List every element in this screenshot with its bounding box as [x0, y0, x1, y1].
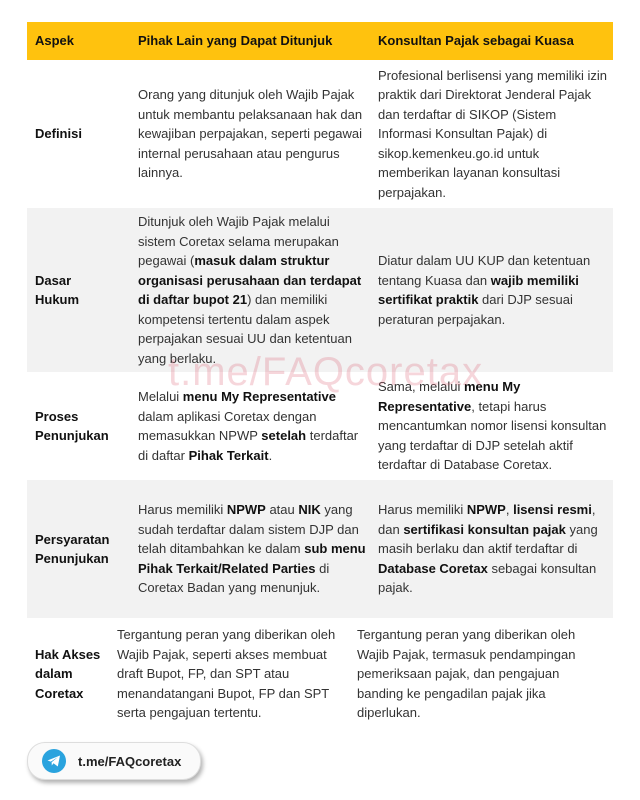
header-aspek: Aspek [35, 33, 75, 49]
cell-pihak-lain: Tergantung peran yang diberikan oleh Waj… [117, 625, 357, 723]
cell-aspek: Proses Penunjukan [35, 408, 109, 444]
bold-text: Pihak Terkait [188, 447, 269, 463]
bold-text: wajib memiliki sertifikat praktik [378, 272, 579, 308]
cell-aspek: Hak Akses dalam Coretax [35, 646, 101, 701]
text: Orang yang ditunjuk oleh Wajib Pajak unt… [138, 87, 363, 181]
table-row: Hak Akses dalam Coretax Tergantung peran … [27, 618, 613, 730]
cell-konsultan: Diatur dalam UU KUP dan ketentuan tentan… [378, 251, 613, 329]
bold-text: setelah [261, 428, 307, 443]
text: Tergantung peran yang diberikan oleh Waj… [117, 627, 336, 721]
bold-text: menu My Representative [378, 379, 521, 414]
telegram-icon [42, 749, 66, 773]
bold-text: lisensi resmi [513, 502, 592, 518]
cell-konsultan: Tergantung peran yang diberikan oleh Waj… [357, 625, 592, 723]
text: Sama, melalui [378, 379, 464, 395]
bold-text: sub menu Pihak Terkait/Related Parties [138, 541, 366, 576]
table-row: Definisi Orang yang ditunjuk oleh Wajib P… [27, 60, 613, 208]
bold-text: masuk dalam struktur organisasi perusaha… [138, 253, 362, 307]
text: ) dan memiliki kompetensi tertentu dalam… [138, 292, 352, 366]
text: atau [265, 502, 299, 518]
cell-pihak-lain: Melalui menu My Representative dalam apl… [138, 387, 378, 465]
cell-pihak-lain: Ditunjuk oleh Wajib Pajak melalui sistem… [138, 212, 378, 368]
bold-text: Database Coretax [378, 560, 488, 576]
table-row: Persyaratan Penunjukan Harus memiliki NPW… [27, 480, 613, 618]
text: , [505, 502, 514, 518]
text: sebagai konsultan pajak. [378, 560, 597, 596]
text: Melalui [138, 389, 183, 404]
text: dari DJP sesuai peraturan perpajakan. [378, 292, 573, 327]
text: , dan [378, 502, 596, 537]
telegram-link-label: t.me/FAQcoretax [78, 753, 182, 769]
bold-text: NPWP [226, 502, 266, 518]
text: Diatur dalam UU KUP dan ketentuan tentan… [378, 253, 591, 288]
text: Harus memiliki [378, 502, 467, 518]
text: Profesional berlisensi yang memiliki izi… [378, 67, 608, 200]
header-pihak-lain: Pihak Lain yang Dapat Ditunjuk [138, 33, 333, 49]
text: Ditunjuk oleh Wajib Pajak melalui sistem… [138, 214, 339, 268]
text: yang masih berlaku dan aktif terdaftar d… [378, 521, 598, 557]
cell-pihak-lain: Harus memiliki NPWP atau NIK yang sudah … [138, 500, 378, 598]
table-header: Aspek Pihak Lain yang Dapat Ditunjuk Kon… [27, 22, 613, 60]
cell-aspek: Definisi [35, 126, 82, 142]
text: terdaftar di daftar [138, 428, 359, 463]
text: dalam aplikasi Coretax dengan memasukkan… [138, 408, 317, 444]
text: Tergantung peran yang diberikan oleh Waj… [357, 627, 576, 721]
cell-pihak-lain: Orang yang ditunjuk oleh Wajib Pajak unt… [138, 85, 378, 183]
bold-text: NIK [298, 502, 321, 518]
bold-text: NPWP [466, 502, 506, 518]
text: Harus memiliki [138, 502, 227, 518]
bold-text: sertifikasi konsultan pajak [403, 521, 566, 537]
text: . [268, 447, 273, 463]
table-row: Dasar Hukum Ditunjuk oleh Wajib Pajak mel… [27, 208, 613, 372]
cell-aspek: Persyaratan Penunjukan [35, 531, 110, 567]
cell-konsultan: Profesional berlisensi yang memiliki izi… [378, 66, 613, 203]
telegram-link-button[interactable]: t.me/FAQcoretax [27, 742, 201, 780]
cell-aspek: Dasar Hukum [35, 272, 80, 308]
cell-konsultan: Harus memiliki NPWP, lisensi resmi, dan … [378, 500, 613, 598]
comparison-table: Aspek Pihak Lain yang Dapat Ditunjuk Kon… [27, 22, 613, 730]
text: di Coretax Badan yang menunjuk. [138, 560, 330, 596]
cell-konsultan: Sama, melalui menu My Representative, te… [378, 377, 613, 475]
text: yang sudah terdaftar dalam sistem DJP da… [138, 502, 359, 557]
header-konsultan: Konsultan Pajak sebagai Kuasa [378, 33, 574, 49]
bold-text: menu My Representative [182, 389, 336, 404]
table-row: Proses Penunjukan Melalui menu My Represe… [27, 372, 613, 480]
text: , tetapi harus mencantumkan nomor lisens… [378, 398, 607, 473]
